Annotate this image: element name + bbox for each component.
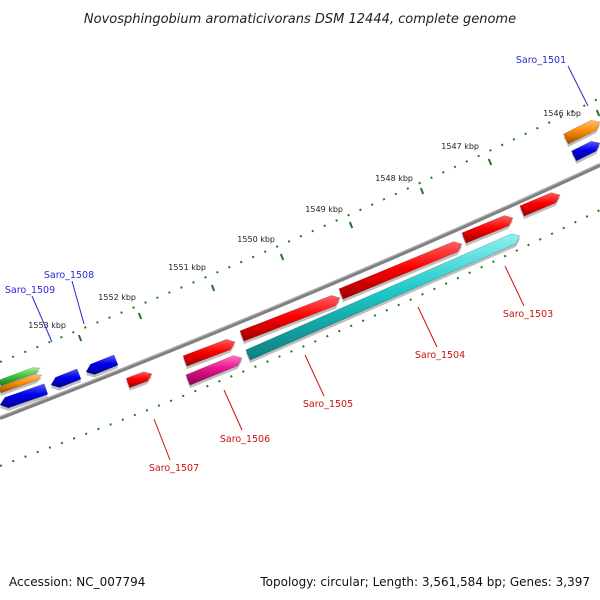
callout-line-saro-1506 [223, 389, 243, 431]
callout-line-saro-1507 [153, 418, 171, 461]
callout-lines [31, 65, 589, 461]
gene-saro-1505 [239, 295, 341, 345]
major-tick [419, 187, 425, 195]
scale-label: 1551 kbp [168, 263, 206, 272]
gene-saro-1503 [461, 215, 514, 247]
gene-label-saro-1506: Saro_1506 [220, 434, 270, 445]
gene-blue-left [0, 383, 49, 411]
major-tick [487, 158, 493, 166]
gene-orange-left [0, 374, 43, 396]
major-tick [279, 253, 285, 261]
gene-saro-1506 [182, 339, 236, 370]
inner-tick-track [0, 209, 600, 467]
gene-saro-1508 [85, 354, 119, 378]
scale-label: 1548 kbp [375, 174, 413, 183]
major-tick [595, 109, 600, 117]
accession-text: Accession: NC_007794 [9, 575, 146, 589]
gene-blue-right [571, 140, 600, 164]
major-tick [77, 334, 83, 342]
gene-saro-1507 [125, 371, 153, 391]
gene-saro-1504-cds [245, 233, 521, 364]
callout-line-saro-1503 [504, 265, 525, 307]
map-title: Novosphingobium aromaticivorans DSM 1244… [84, 12, 516, 27]
scale-label: 1549 kbp [305, 205, 343, 214]
scale-label: 1553 kbp [28, 321, 66, 330]
scale-label: 1550 kbp [237, 235, 275, 244]
gene-saro-1506-cds [185, 355, 243, 389]
callout-line-saro-1509 [31, 295, 53, 343]
major-tick [137, 312, 143, 320]
genome-backbone [0, 163, 600, 420]
gene-label-saro-1508: Saro_1508 [44, 270, 94, 281]
gene-features [0, 119, 600, 411]
callout-line-saro-1508 [71, 280, 85, 325]
major-ticks [77, 109, 600, 342]
topology-text: Topology: circular; Length: 3,561,584 bp… [260, 575, 590, 589]
scale-label: 1547 kbp [441, 142, 479, 151]
gene-label-saro-1505: Saro_1505 [303, 399, 353, 410]
gene-label-saro-1509: Saro_1509 [5, 285, 55, 296]
callout-line-saro-1501 [567, 65, 589, 107]
gene-saro-1509 [50, 368, 82, 391]
gene-saro-1501-bar [519, 192, 561, 220]
scale-labels: 1546 kbp 1547 kbp 1548 kbp 1549 kbp 1550 kbp… [28, 109, 581, 330]
gene-label-saro-1501: Saro_1501 [516, 55, 566, 66]
gene-label-saro-1507: Saro_1507 [149, 463, 199, 474]
scale-label: 1552 kbp [98, 293, 136, 302]
scale-label: 1546 kbp [543, 109, 581, 118]
gene-label-saro-1503: Saro_1503 [503, 309, 553, 320]
gene-orange-right [563, 119, 600, 147]
gene-saro-1504 [338, 241, 463, 303]
callout-line-saro-1504 [417, 306, 438, 348]
major-tick [348, 221, 354, 229]
callout-line-saro-1505 [304, 354, 325, 397]
genome-backbone-highlight [0, 163, 600, 417]
gene-label-saro-1504: Saro_1504 [415, 350, 465, 361]
major-tick [210, 284, 216, 292]
